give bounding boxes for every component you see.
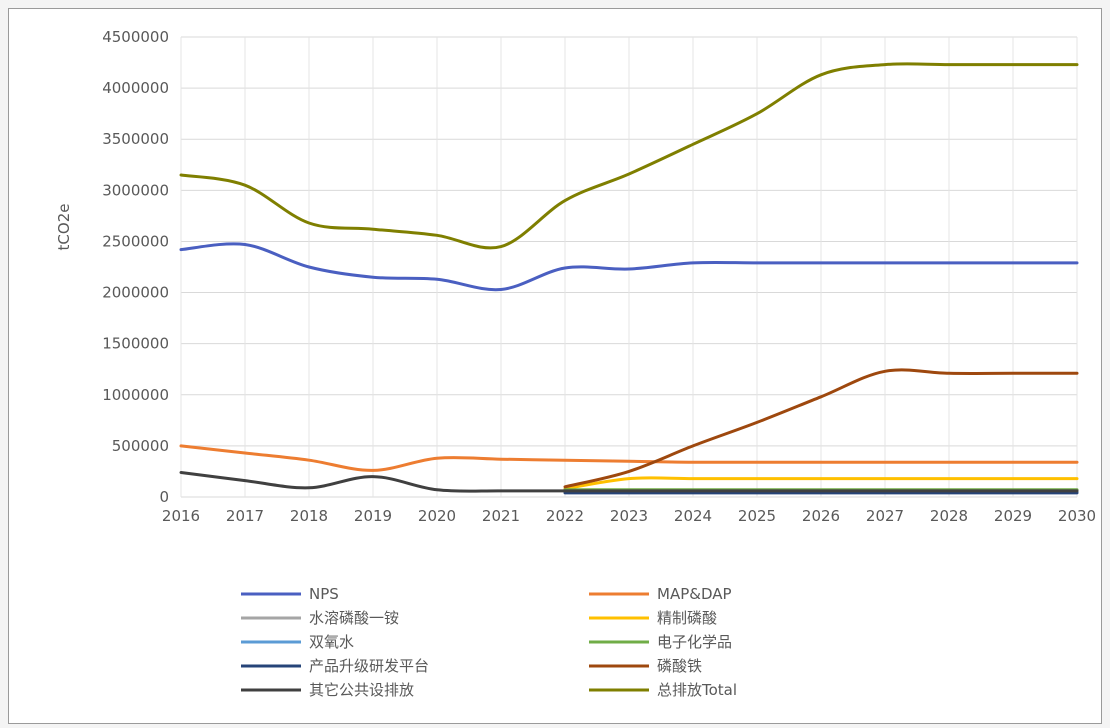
legend-label: 水溶磷酸一铵	[309, 609, 399, 627]
legend-item: 精制磷酸	[589, 609, 717, 627]
y-axis-tick-labels: 4500000 4000000 3500000 3000000 2500000 20000…	[102, 28, 169, 506]
legend-item: 双氧水	[241, 633, 354, 651]
legend-item: 电子化学品	[589, 633, 732, 651]
x-tick-label: 2028	[930, 507, 968, 525]
legend-item: 产品升级研发平台	[241, 657, 429, 675]
legend-label: 其它公共设排放	[309, 681, 414, 699]
series-line-2	[179, 444, 1079, 472]
y-tick-label: 2500000	[102, 232, 169, 250]
legend-item: MAP&DAP	[589, 585, 732, 603]
legend-label: 双氧水	[309, 633, 354, 651]
x-tick-label: 2021	[482, 507, 520, 525]
x-tick-label: 2027	[866, 507, 904, 525]
y-tick-label: 4000000	[102, 79, 169, 97]
series-line-4	[563, 476, 1079, 491]
series-line-8	[563, 368, 1079, 489]
legend-item: 水溶磷酸一铵	[241, 609, 399, 627]
x-tick-label: 2025	[738, 507, 776, 525]
chart-frame: 4500000 4000000 3500000 3000000 2500000 20000…	[8, 8, 1102, 724]
y-tick-label: 3500000	[102, 130, 169, 148]
x-tick-label: 2030	[1058, 507, 1096, 525]
legend-item: 总排放Total	[589, 681, 737, 699]
x-tick-label: 2022	[546, 507, 584, 525]
y-tick-label: 1000000	[102, 386, 169, 404]
series-line-9	[179, 471, 1079, 493]
x-tick-label: 2018	[290, 507, 328, 525]
y-tick-label: 2000000	[102, 284, 169, 302]
x-tick-label: 2019	[354, 507, 392, 525]
y-tick-label: 3000000	[102, 181, 169, 199]
gridlines	[180, 36, 1078, 498]
y-tick-label: 500000	[112, 437, 169, 455]
legend-label: 电子化学品	[657, 633, 732, 651]
x-tick-label: 2029	[994, 507, 1032, 525]
line-chart: 4500000 4000000 3500000 3000000 2500000 20000…	[55, 28, 1096, 699]
legend-label: 产品升级研发平台	[309, 657, 429, 675]
y-tick-label: 0	[159, 488, 169, 506]
y-tick-label: 1500000	[102, 335, 169, 353]
series-line-10	[179, 62, 1079, 250]
x-tick-label: 2017	[226, 507, 264, 525]
y-axis-label: tCO2e	[55, 204, 73, 251]
x-tick-label: 2020	[418, 507, 456, 525]
x-tick-label: 2023	[610, 507, 648, 525]
x-tick-label: 2016	[162, 507, 200, 525]
series-line-1	[179, 242, 1079, 292]
legend-item: NPS	[241, 585, 339, 603]
legend-item: 磷酸铁	[589, 657, 702, 675]
y-tick-label: 4500000	[102, 28, 169, 46]
legend-label: 总排放Total	[657, 681, 737, 699]
legend-label: MAP&DAP	[657, 585, 732, 603]
legend-label: 磷酸铁	[657, 657, 702, 675]
legend-item: 其它公共设排放	[241, 681, 414, 699]
x-tick-label: 2026	[802, 507, 840, 525]
legend-label: NPS	[309, 585, 339, 603]
legend-label: 精制磷酸	[657, 609, 717, 627]
x-tick-label: 2024	[674, 507, 712, 525]
series-lines	[179, 62, 1079, 495]
x-axis-tick-labels: 2016 2017 2018 2019 2020 2021 2022 2023 2024 2025…	[162, 507, 1096, 525]
